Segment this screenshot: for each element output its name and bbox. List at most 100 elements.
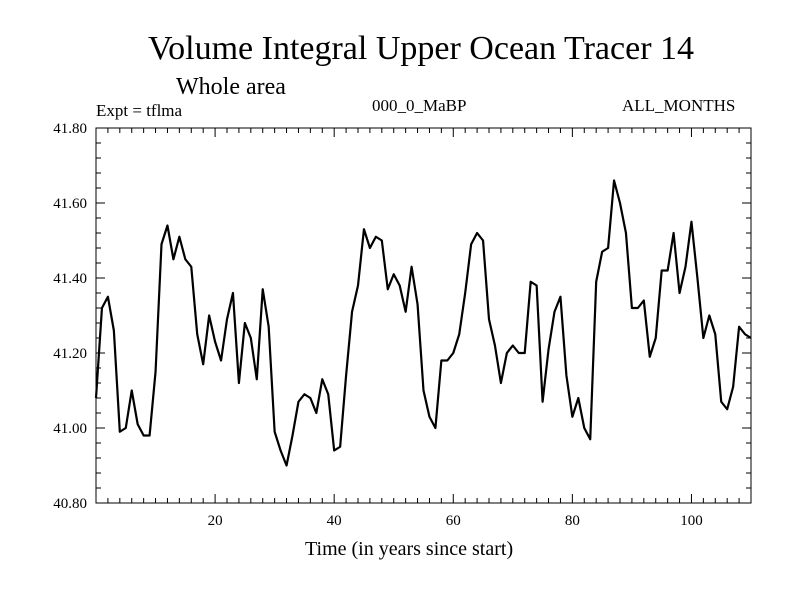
- data-point: [381, 239, 383, 241]
- data-point: [95, 397, 97, 399]
- chart-subtitle: Whole area: [176, 74, 286, 100]
- data-point: [297, 401, 299, 403]
- data-point: [357, 284, 359, 286]
- data-point: [375, 236, 377, 238]
- data-line: [94, 179, 752, 467]
- data-point: [571, 416, 573, 418]
- data-point: [428, 416, 430, 418]
- plot-frame: [95, 127, 752, 504]
- data-point: [559, 296, 561, 298]
- data-point: [327, 393, 329, 395]
- data-point: [226, 318, 228, 320]
- data-point: [410, 266, 412, 268]
- data-point: [690, 221, 692, 223]
- data-point: [547, 348, 549, 350]
- data-point: [321, 378, 323, 380]
- data-point: [738, 326, 740, 328]
- data-point: [529, 281, 531, 283]
- data-point: [262, 288, 264, 290]
- data-point: [232, 292, 234, 294]
- data-point: [684, 266, 686, 268]
- data-point: [393, 273, 395, 275]
- data-point: [238, 382, 240, 384]
- data-point: [637, 307, 639, 309]
- data-point: [535, 284, 537, 286]
- data-point: [482, 239, 484, 241]
- y-tick-label: 41.20: [53, 346, 87, 362]
- data-point: [125, 427, 127, 429]
- data-point: [244, 322, 246, 324]
- data-point: [625, 232, 627, 234]
- data-point: [273, 431, 275, 433]
- data-point: [184, 258, 186, 260]
- data-point: [512, 344, 514, 346]
- data-point: [369, 247, 371, 249]
- data-point: [470, 243, 472, 245]
- y-tick-label: 41.00: [53, 421, 87, 437]
- data-point: [166, 224, 168, 226]
- data-point: [339, 446, 341, 448]
- data-point: [655, 337, 657, 339]
- data-point: [631, 307, 633, 309]
- x-tick-label: 80: [565, 513, 580, 529]
- data-point: [666, 269, 668, 271]
- data-point: [196, 333, 198, 335]
- data-point: [256, 378, 258, 380]
- data-point: [363, 228, 365, 230]
- data-point: [500, 382, 502, 384]
- data-point: [506, 352, 508, 354]
- data-point: [250, 337, 252, 339]
- data-point: [643, 299, 645, 301]
- data-point: [291, 434, 293, 436]
- data-point: [744, 333, 746, 335]
- data-point: [750, 337, 752, 339]
- data-point: [398, 284, 400, 286]
- data-point: [309, 397, 311, 399]
- data-point: [541, 401, 543, 403]
- data-point: [613, 179, 615, 181]
- data-point: [696, 277, 698, 279]
- data-point: [583, 427, 585, 429]
- data-point: [113, 329, 115, 331]
- data-point: [678, 292, 680, 294]
- data-point: [172, 258, 174, 260]
- data-point: [178, 236, 180, 238]
- data-point: [702, 337, 704, 339]
- data-point: [660, 269, 662, 271]
- experiment-label: Expt = tflma: [96, 101, 183, 120]
- data-point: [101, 307, 103, 309]
- data-point: [285, 464, 287, 466]
- data-point: [708, 314, 710, 316]
- x-tick-label: 100: [680, 513, 703, 529]
- data-point: [601, 251, 603, 253]
- x-tick-label: 20: [208, 513, 223, 529]
- data-point: [131, 389, 133, 391]
- data-point: [589, 438, 591, 440]
- x-axis-label: Time (in years since start): [305, 538, 514, 560]
- y-tick-label: 40.80: [53, 496, 87, 512]
- data-point: [214, 341, 216, 343]
- data-point: [220, 359, 222, 361]
- x-tick-label: 60: [446, 513, 461, 529]
- data-point: [416, 303, 418, 305]
- data-point: [476, 232, 478, 234]
- data-point: [190, 266, 192, 268]
- data-point: [351, 311, 353, 313]
- data-point: [553, 311, 555, 313]
- period-label: 000_0_MaBP: [372, 96, 467, 115]
- chart-title: Volume Integral Upper Ocean Tracer 14: [147, 30, 695, 67]
- data-point: [422, 389, 424, 391]
- data-point: [595, 281, 597, 283]
- data-point: [440, 359, 442, 361]
- data-point: [518, 352, 520, 354]
- data-point: [720, 401, 722, 403]
- data-point: [202, 363, 204, 365]
- data-point: [524, 352, 526, 354]
- data-point: [154, 371, 156, 373]
- data-point: [208, 314, 210, 316]
- data-point: [434, 427, 436, 429]
- data-point: [577, 397, 579, 399]
- data-point: [607, 247, 609, 249]
- data-point: [345, 374, 347, 376]
